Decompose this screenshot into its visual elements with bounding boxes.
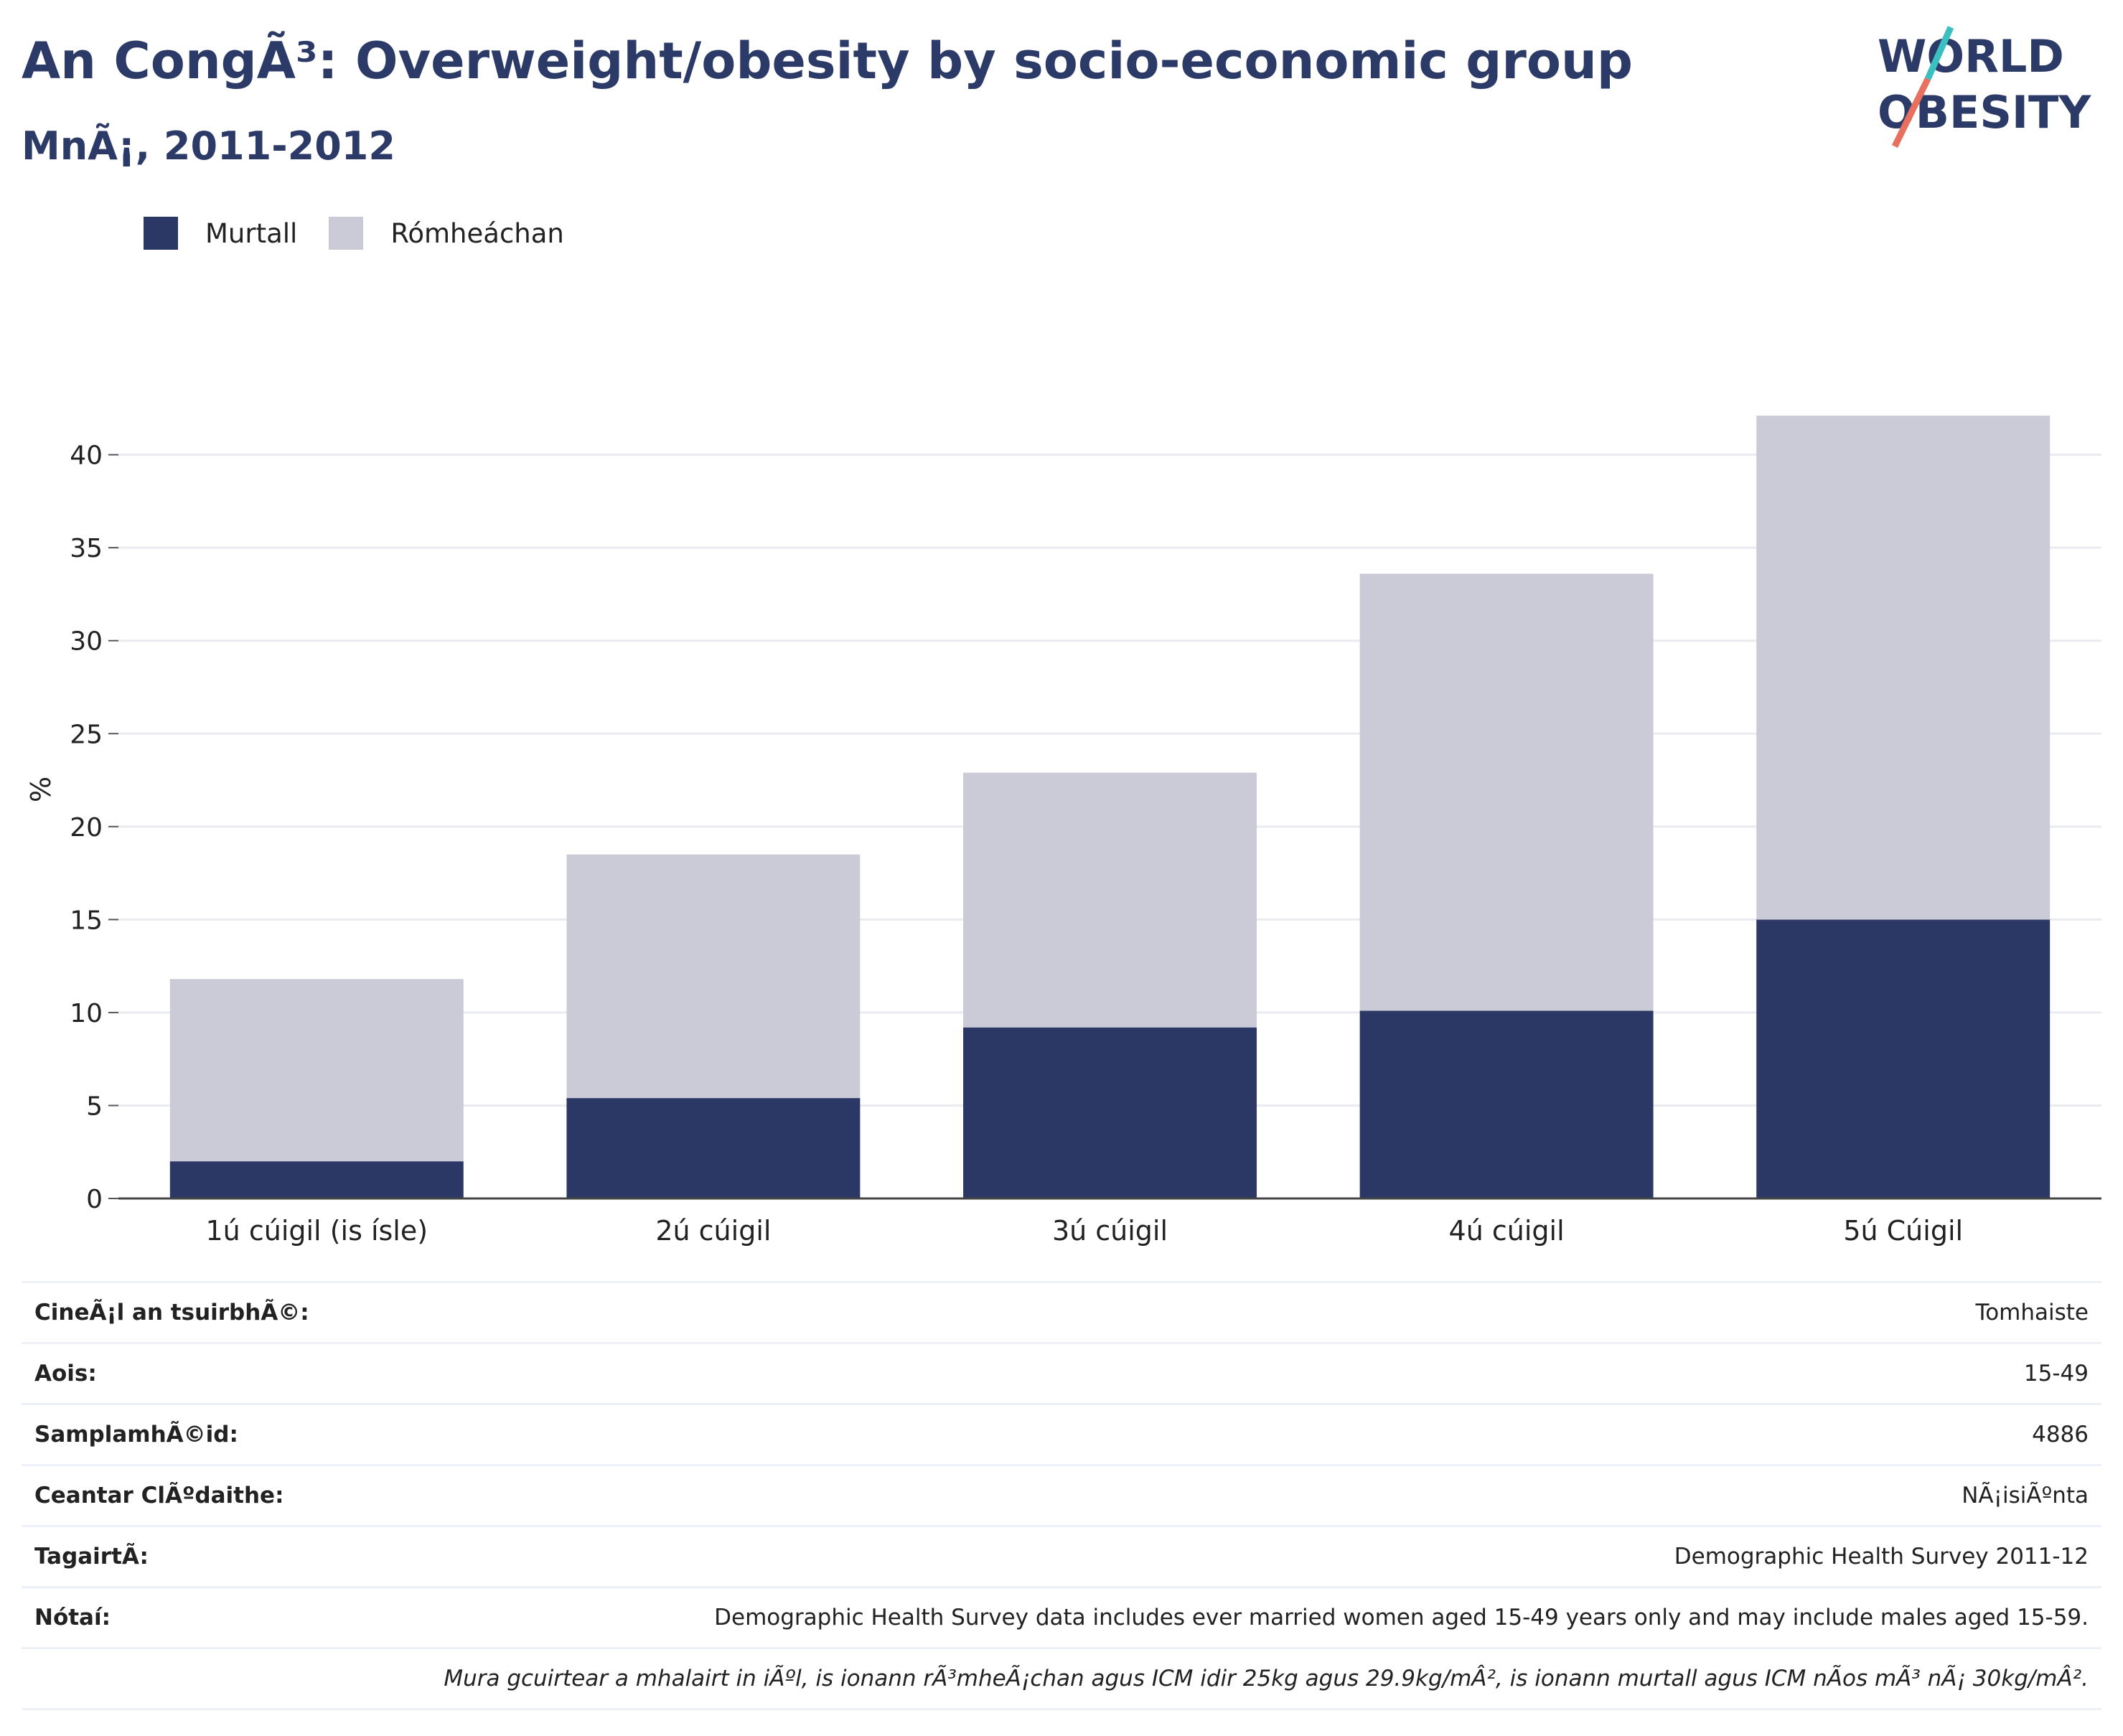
info-row-reference: TagairtÃ: Demographic Health Survey 2011… (22, 1525, 2101, 1586)
bar-romheachan-5 (1756, 416, 2051, 920)
info-key: Aois: (34, 1361, 97, 1387)
bar-chart: 0 5 10 15 20 25 30 35 40% 1ú cúigil (is ísle) 2ú c… (25, 416, 2101, 1247)
x-tick-label: 3ú cúigil (1052, 1215, 1168, 1247)
info-key: Nótaí: (34, 1605, 111, 1631)
bar-murtall-3 (963, 1027, 1257, 1198)
info-table: CineÃ¡l an tsuirbhÃ©: Tomhaiste Aois: 15… (22, 1281, 2101, 1710)
bar-romheachan-4 (1359, 573, 1654, 1011)
y-tick-label: 40 (70, 441, 103, 471)
y-tick-label: 15 (70, 906, 103, 935)
bar-romheachan-1 (169, 979, 464, 1162)
y-tick-label: 5 (86, 1092, 103, 1121)
info-value: Demographic Health Survey 2011-12 (1674, 1544, 2089, 1570)
legend-label-murtall: Murtall (205, 217, 298, 249)
world-obesity-logo: WORLD OBESITY (1878, 26, 2091, 148)
info-row-age: Aois: 15-49 (22, 1342, 2101, 1403)
info-key: CineÃ¡l an tsuirbhÃ©: (34, 1300, 309, 1326)
info-value: 4886 (2032, 1422, 2089, 1448)
y-tick-label: 25 (70, 720, 103, 749)
y-tick-label: 0 (86, 1185, 103, 1214)
y-tick-label: 35 (70, 534, 103, 563)
info-row-survey-type: CineÃ¡l an tsuirbhÃ©: Tomhaiste (22, 1281, 2101, 1342)
info-value: Tomhaiste (1975, 1300, 2089, 1326)
bar-murtall-2 (566, 1098, 861, 1198)
x-tick-label: 4ú cúigil (1449, 1215, 1565, 1247)
y-tick-label: 10 (70, 999, 103, 1028)
y-tick-label: 20 (70, 813, 103, 843)
legend-label-romheachan: Rómheáchan (390, 217, 564, 249)
info-row-sample-size: SamplamhÃ©id: 4886 (22, 1403, 2101, 1464)
y-axis-label: % (25, 776, 57, 802)
y-tick-label: 30 (70, 627, 103, 657)
info-key: SamplamhÃ©id: (34, 1422, 238, 1448)
info-row-area-covered: Ceantar ClÃºdaithe: NÃ¡isiÃºnta (22, 1464, 2101, 1525)
x-tick-label: 2ú cúigil (655, 1215, 771, 1247)
legend-swatch-murtall (144, 217, 178, 250)
chart-title: An CongÃ³: Overweight/obesity by socio-e… (22, 32, 1633, 90)
info-row-notes: Nótaí: Demographic Health Survey data in… (22, 1586, 2101, 1647)
info-value: NÃ¡isiÃºnta (1962, 1483, 2089, 1509)
svg-text:WORLD: WORLD (1878, 30, 2064, 83)
bar-romheachan-3 (963, 772, 1257, 1028)
bar-murtall-5 (1756, 919, 2051, 1198)
info-value: Demographic Health Survey data includes … (714, 1605, 2089, 1631)
info-key: TagairtÃ: (34, 1544, 149, 1570)
x-tick-label: 1ú cúigil (is ísle) (206, 1215, 428, 1247)
legend-item-murtall[interactable]: Murtall (144, 217, 297, 250)
legend-item-romheachan[interactable]: Rómheáchan (329, 217, 564, 250)
chart-subtitle: MnÃ¡, 2011-2012 (22, 123, 395, 169)
info-value: Mura gcuirtear a mhalairt in iÃºl, is io… (444, 1666, 2089, 1692)
bar-murtall-4 (1359, 1010, 1654, 1198)
legend: Murtall Rómheáchan (144, 212, 596, 255)
x-tick-label: 5ú Cúigil (1843, 1215, 1963, 1247)
bar-romheachan-2 (566, 854, 861, 1099)
info-row-definition-note: Mura gcuirtear a mhalairt in iÃºl, is io… (22, 1647, 2101, 1710)
info-value: 15-49 (2023, 1361, 2089, 1387)
legend-swatch-romheachan (329, 217, 364, 250)
info-key: Ceantar ClÃºdaithe: (34, 1483, 284, 1509)
bar-murtall-1 (169, 1161, 464, 1198)
